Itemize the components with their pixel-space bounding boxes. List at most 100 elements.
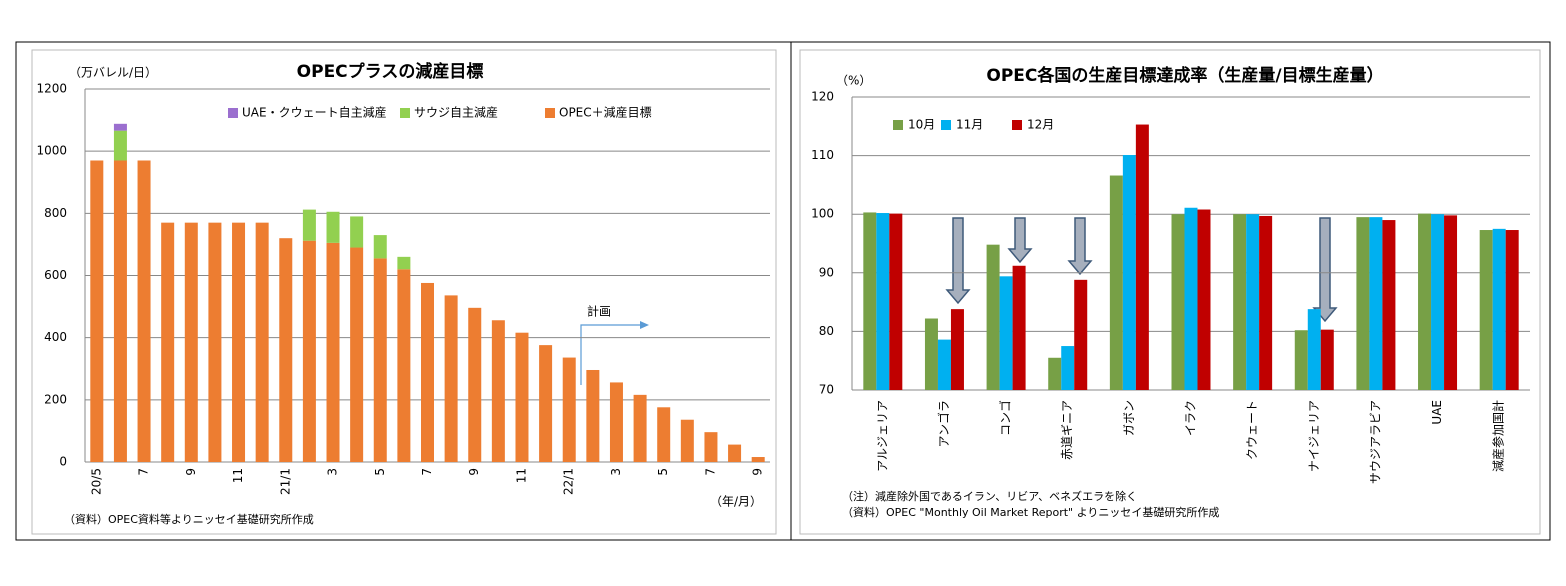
bar-segment <box>704 432 718 462</box>
bar-segment <box>373 235 387 259</box>
x-axis-label: （年/月） <box>710 495 762 509</box>
bar <box>1294 330 1308 390</box>
x-tick-label: アンゴラ <box>936 400 951 448</box>
bar-segment <box>609 382 623 462</box>
chart-frame <box>799 49 1541 535</box>
x-tick-label: 3 <box>326 468 340 476</box>
bar <box>889 213 903 390</box>
chart-title: OPEC各国の生産目標達成率（生産量/目標生産量） <box>986 65 1383 86</box>
x-tick-label: 3 <box>609 468 623 476</box>
bar <box>999 276 1013 390</box>
y-tick-label: 1000 <box>36 144 67 158</box>
bar <box>1320 329 1334 390</box>
x-tick-label: サウジアラビア <box>1368 400 1382 484</box>
bar <box>937 339 951 390</box>
bar-segment <box>562 357 576 462</box>
x-tick-label: 9 <box>751 468 765 476</box>
chart-frame <box>31 49 777 535</box>
y-axis-label: （万バレル/日） <box>69 66 157 80</box>
bar-segment <box>113 123 127 131</box>
x-tick-label: 11 <box>231 468 245 483</box>
plan-arrow-head <box>640 321 649 329</box>
x-tick-label: UAE <box>1430 400 1444 425</box>
x-tick-label: 7 <box>703 468 717 476</box>
x-tick-label: 5 <box>656 468 670 476</box>
bar-segment <box>444 295 458 462</box>
bar <box>876 213 890 390</box>
y-tick-label: 70 <box>819 383 834 397</box>
bar-segment <box>657 407 671 462</box>
y-tick-label: 400 <box>44 330 67 344</box>
y-tick-label: 100 <box>811 207 834 221</box>
bar <box>1492 228 1506 390</box>
y-tick-label: 200 <box>44 392 67 406</box>
bar-segment <box>326 211 340 243</box>
bar-segment <box>633 394 647 462</box>
x-tick-label: 5 <box>373 468 387 476</box>
bar-segment <box>302 209 316 241</box>
bar <box>1197 209 1211 390</box>
legend-label: OPEC＋減産目標 <box>559 105 652 120</box>
bar-segment <box>232 222 246 462</box>
chart-title: OPECプラスの減産目標 <box>297 61 484 82</box>
legend-label: サウジ自主減産 <box>414 105 498 120</box>
bar-segment <box>515 332 529 462</box>
bar-segment <box>728 444 742 462</box>
x-tick-label: 減産参加国計 <box>1491 400 1506 472</box>
x-tick-label: 11 <box>514 468 528 483</box>
note: （注）減産除外国であるイラン、リビア、ベネズエラを除く <box>842 489 1137 503</box>
x-tick-label: 9 <box>467 468 481 476</box>
plan-arrow <box>580 324 640 385</box>
y-tick-label: 800 <box>44 206 67 220</box>
legend-swatch <box>1012 120 1022 130</box>
bar-segment <box>161 222 175 462</box>
x-tick-label: イラク <box>1184 400 1198 436</box>
bar-segment <box>208 222 222 462</box>
frame <box>15 41 1551 541</box>
bar-segment <box>421 282 434 462</box>
bar <box>1505 230 1519 390</box>
x-tick-label: 22/1 <box>562 468 576 495</box>
bar <box>1012 265 1026 390</box>
legend-label: 10月 <box>908 118 935 132</box>
legend-swatch <box>545 108 555 118</box>
x-tick-label: 20/5 <box>89 468 103 495</box>
bar <box>1233 214 1247 390</box>
bar <box>1171 214 1185 390</box>
down-arrow <box>945 217 971 305</box>
y-tick-label: 110 <box>811 148 834 162</box>
legend-label: 11月 <box>956 118 983 132</box>
bar <box>1431 214 1445 390</box>
x-tick-label: 赤道ギニア <box>1060 400 1074 460</box>
bar <box>1356 217 1370 390</box>
x-tick-label: ガボン <box>1122 400 1136 436</box>
down-arrow <box>1067 217 1093 276</box>
legend-label: UAE・クウェート自主減産 <box>242 105 387 120</box>
bar-segment <box>397 269 411 462</box>
bar <box>1259 215 1273 390</box>
down-arrow <box>1007 217 1033 264</box>
legend-swatch <box>893 120 903 130</box>
bar <box>1184 207 1198 390</box>
bar-segment <box>90 160 104 462</box>
bar-segment <box>491 320 505 462</box>
y-tick-label: 120 <box>811 90 834 104</box>
bar-segment <box>113 130 127 161</box>
bar <box>1061 346 1075 390</box>
down-arrow <box>1312 217 1338 323</box>
note: （資料）OPEC "Monthly Oil Market Report" よりニ… <box>842 505 1219 519</box>
bar <box>1382 220 1396 390</box>
bar <box>1307 309 1321 390</box>
arrows <box>945 217 1338 323</box>
x-tick-label: コンゴ <box>998 400 1013 436</box>
bar-segment <box>373 258 387 462</box>
bar <box>1479 230 1493 390</box>
bar-segment <box>586 369 600 462</box>
y-tick-label: 80 <box>819 324 834 338</box>
bar-segment <box>326 242 340 462</box>
bar-segment <box>751 457 765 462</box>
source-note: （資料）OPEC資料等よりニッセイ基礎研究所作成 <box>64 512 314 526</box>
x-tick-label: 7 <box>420 468 434 476</box>
bar-segment <box>137 160 151 462</box>
